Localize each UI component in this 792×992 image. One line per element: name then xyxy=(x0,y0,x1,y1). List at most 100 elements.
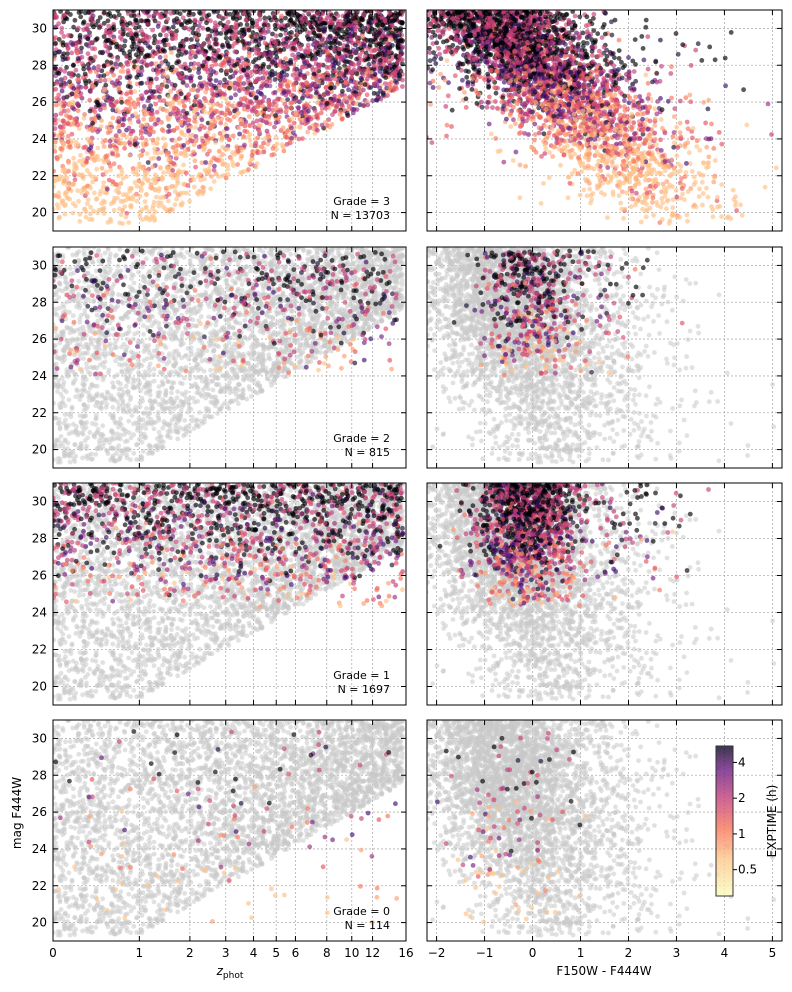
data-point xyxy=(77,219,83,224)
data-point xyxy=(159,175,165,181)
data-point xyxy=(687,161,693,167)
data-point xyxy=(237,131,243,137)
data-point xyxy=(708,136,714,142)
data-point xyxy=(238,10,244,13)
data-point xyxy=(291,87,297,92)
data-point xyxy=(372,54,378,60)
data-point xyxy=(255,135,261,141)
data-point xyxy=(314,122,320,128)
data-point xyxy=(145,22,151,27)
data-point xyxy=(200,184,206,190)
data-point xyxy=(108,52,113,58)
data-point xyxy=(392,17,398,23)
data-point xyxy=(158,195,164,201)
data-point xyxy=(616,48,622,53)
data-point xyxy=(120,69,126,74)
data-point xyxy=(216,149,222,154)
data-point xyxy=(139,68,145,74)
data-point xyxy=(262,40,268,46)
data-point xyxy=(183,170,189,176)
data-point xyxy=(217,83,223,89)
data-point xyxy=(172,111,178,117)
data-point xyxy=(241,67,246,73)
data-point xyxy=(191,177,197,183)
data-point xyxy=(371,31,377,37)
data-point xyxy=(128,203,133,209)
data-point xyxy=(297,68,303,74)
data-point xyxy=(53,206,56,212)
y-tick-label: 20 xyxy=(32,206,47,220)
data-point xyxy=(391,105,396,110)
data-point xyxy=(532,137,537,143)
data-point xyxy=(342,59,348,64)
data-point xyxy=(235,82,241,88)
data-point xyxy=(616,37,622,43)
data-point xyxy=(137,193,143,199)
data-point xyxy=(89,151,95,157)
data-point xyxy=(175,180,181,186)
data-point xyxy=(773,165,779,171)
data-point xyxy=(288,10,294,14)
data-point xyxy=(76,84,82,89)
data-point xyxy=(126,196,132,202)
data-point xyxy=(71,86,77,91)
data-point xyxy=(105,49,110,54)
data-point xyxy=(112,147,118,153)
data-point xyxy=(282,101,288,107)
data-point xyxy=(464,74,470,80)
data-point xyxy=(250,120,256,126)
data-point xyxy=(82,187,88,193)
data-point xyxy=(195,27,201,33)
data-point xyxy=(137,213,143,219)
data-point xyxy=(118,212,124,218)
data-point xyxy=(165,42,171,48)
data-point xyxy=(645,110,650,116)
data-point xyxy=(211,10,217,13)
data-point xyxy=(251,47,257,52)
data-point xyxy=(144,80,150,86)
data-point xyxy=(321,10,327,13)
data-point xyxy=(59,30,64,35)
data-point xyxy=(719,214,724,220)
data-point xyxy=(228,156,234,162)
data-point xyxy=(115,57,120,63)
data-point xyxy=(152,18,158,24)
data-point xyxy=(670,134,676,139)
data-point xyxy=(163,33,169,38)
data-point xyxy=(446,80,451,86)
data-point xyxy=(164,84,170,89)
data-point xyxy=(121,117,127,122)
data-point xyxy=(292,81,297,86)
data-point xyxy=(700,191,706,196)
data-point xyxy=(394,33,400,39)
data-point xyxy=(333,68,339,74)
data-point xyxy=(272,39,278,44)
data-point xyxy=(154,39,160,45)
data-point xyxy=(346,107,352,112)
data-point xyxy=(265,141,271,147)
data-point xyxy=(264,83,270,89)
data-point xyxy=(155,44,161,50)
data-point xyxy=(65,42,70,48)
data-point xyxy=(685,189,691,195)
data-point xyxy=(580,43,586,49)
data-point xyxy=(664,206,669,212)
data-point xyxy=(353,19,358,25)
data-point xyxy=(253,69,258,75)
data-point xyxy=(92,190,97,196)
data-point xyxy=(218,14,223,20)
data-point xyxy=(54,202,60,208)
data-point xyxy=(228,80,234,86)
data-point xyxy=(125,70,131,76)
data-point xyxy=(56,194,62,200)
data-point xyxy=(347,94,353,100)
data-point xyxy=(273,26,278,32)
data-point xyxy=(53,56,57,62)
data-point xyxy=(179,22,184,28)
data-point xyxy=(393,79,398,84)
data-point xyxy=(168,89,174,94)
data-point xyxy=(388,37,393,42)
data-point xyxy=(115,152,121,158)
data-point xyxy=(112,37,117,43)
